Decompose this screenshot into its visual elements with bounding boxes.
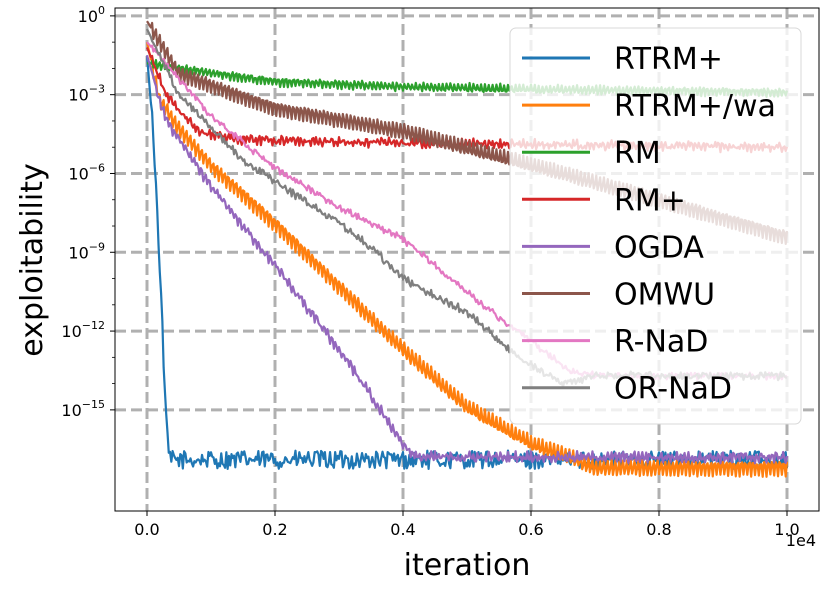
y-tick-label: 10−12 xyxy=(61,319,105,341)
axes-frame xyxy=(114,7,820,512)
legend-label: R-NaD xyxy=(614,325,708,360)
series-line-rtrm-wa xyxy=(145,41,789,478)
legend-label: RM xyxy=(614,136,661,171)
legend-label: RTRM+/wa xyxy=(614,89,776,124)
y-tick-label: 10−6 xyxy=(68,161,105,183)
y-tick-label: 10−15 xyxy=(61,398,105,420)
y-tick-label: 10−9 xyxy=(68,240,105,262)
x-axis-scale-label: 1e4 xyxy=(786,531,816,550)
x-tick-label: 1.0 xyxy=(774,520,799,539)
legend-label: RM+ xyxy=(614,183,686,218)
legend-label: OGDA xyxy=(614,230,704,265)
x-tick-label: 0.0 xyxy=(134,520,159,539)
legend-label: OR-NaD xyxy=(614,372,732,407)
x-tick-label: 0.8 xyxy=(646,520,671,539)
x-tick-label: 0.2 xyxy=(262,520,287,539)
legend: RTRM+ RTRM+/wa RM RM+ OGDA OMWU R-NaD OR-NaD xyxy=(509,27,802,425)
series-line-ogda xyxy=(145,54,789,465)
legend-label: OMWU xyxy=(614,278,715,313)
x-tick-label: 0.6 xyxy=(518,520,543,539)
x-axis-label: iteration xyxy=(404,548,531,583)
series-line-rtrm- xyxy=(145,55,789,471)
y-tick-label: 100 xyxy=(78,4,105,26)
y-tick-label: 10−3 xyxy=(68,83,105,105)
legend-frame xyxy=(509,27,802,425)
legend-label: RTRM+ xyxy=(614,42,723,77)
x-tick-label: 0.4 xyxy=(390,520,415,539)
ticks-layer: 0.0 0.2 0.4 0.6 0.8 1.0 100 10−3 10−6 10−9 10−12 10… xyxy=(61,4,799,539)
series-layer xyxy=(145,20,789,478)
y-axis-label: exploitability xyxy=(15,163,50,356)
